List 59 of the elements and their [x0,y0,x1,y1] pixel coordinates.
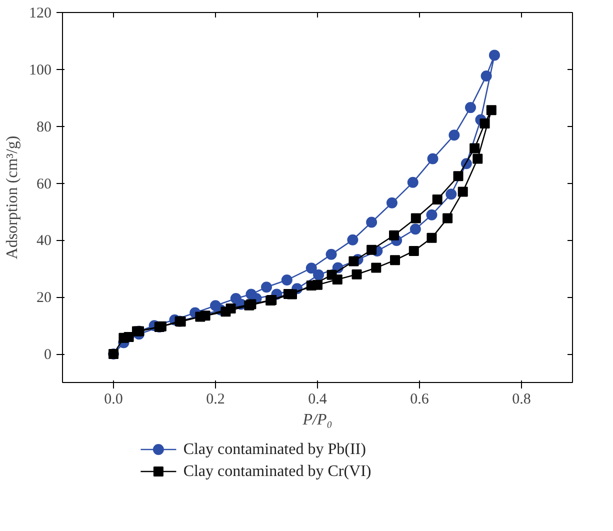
point [246,288,257,300]
x-axis-title: P/P₀ [302,412,332,428]
x-tick-label: 0.4 [308,392,328,408]
point [200,310,210,321]
point [470,143,480,154]
point [410,224,421,235]
legend-label: Clay contaminated by Pb(II) [183,441,366,458]
point [448,130,460,141]
point [472,154,483,164]
x-tick-label: 0.8 [512,392,531,408]
point [480,70,492,82]
point [446,188,457,200]
y-tick-label: 60 [36,176,52,192]
x-tick-label: 0.6 [410,392,430,408]
point [458,186,468,197]
point [366,216,378,228]
point [326,270,337,280]
point [261,282,272,293]
y-tick-label: 120 [29,6,52,22]
y-tick-label: 20 [36,290,52,306]
point [486,105,496,116]
point [426,232,437,243]
x-tick-label: 0.2 [206,392,225,408]
point [326,248,337,260]
point [408,246,419,256]
point [390,255,400,266]
point [410,213,421,224]
point [210,300,221,312]
point [230,293,242,304]
point [442,213,453,224]
point [389,230,399,240]
point [465,102,476,114]
point [432,194,442,204]
y-tick-label: 0 [44,347,52,364]
point [386,197,398,208]
point [453,171,464,182]
x-tick-label: 0.0 [104,392,123,408]
point [371,262,382,273]
point [313,269,324,280]
y-tick-label: 40 [36,233,52,250]
point [226,304,236,314]
point [347,234,358,246]
y-axis-title: Adsorption (cm³/g) [4,136,21,260]
point [366,244,377,255]
point [306,280,316,290]
point [352,269,362,280]
point [306,262,317,274]
point [427,153,438,164]
y-tick-label: 80 [36,119,52,136]
point [480,118,490,128]
point [281,274,292,286]
point [348,256,359,266]
point [426,209,438,220]
point [488,50,500,61]
y-tick-label: 100 [29,62,52,78]
point [124,332,134,342]
legend-label: Clay contaminated by Cr(VI) [183,463,372,480]
point [407,176,418,188]
point [287,289,297,300]
